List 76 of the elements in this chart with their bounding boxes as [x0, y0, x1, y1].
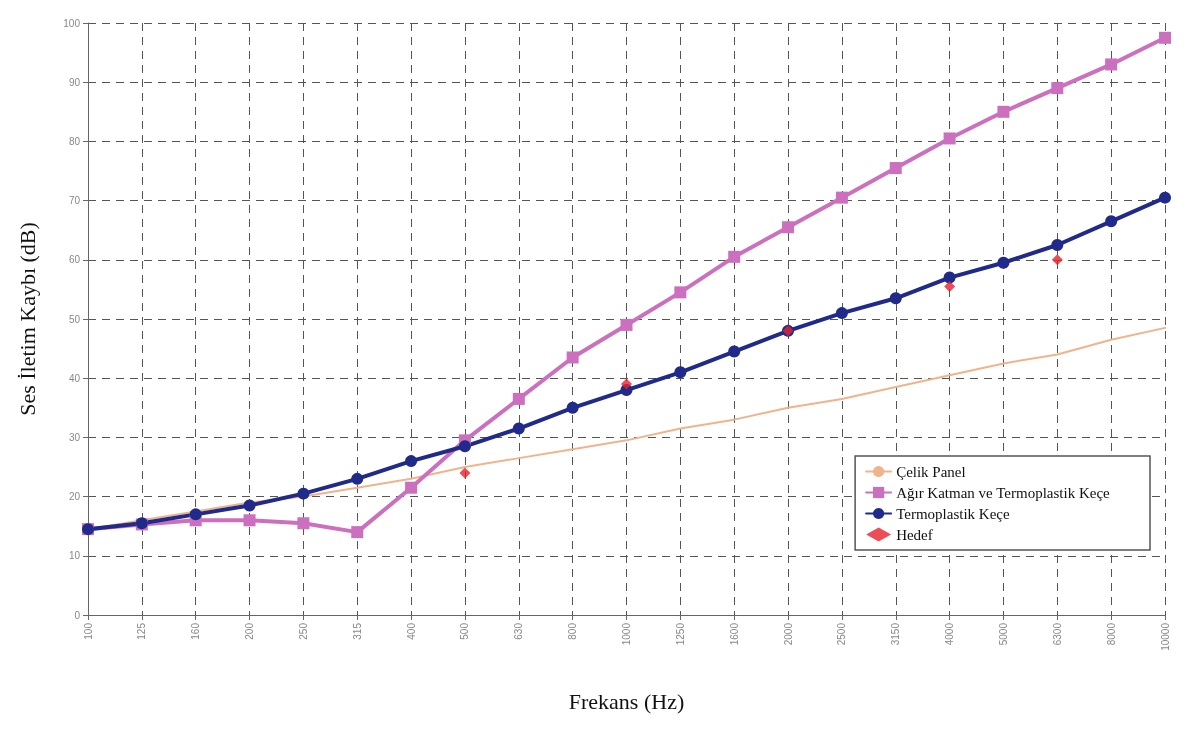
point	[1051, 239, 1064, 251]
point	[512, 422, 525, 435]
point	[405, 481, 418, 494]
y-tick-label: 80	[68, 135, 81, 147]
x-axis-title: Frekans (Hz)	[568, 688, 685, 714]
x-tick-label: 6300	[1051, 622, 1063, 646]
x-tick-label: 1600	[728, 622, 740, 646]
point	[189, 508, 202, 521]
y-tick-label: 30	[68, 431, 81, 443]
point	[1105, 215, 1118, 228]
x-tick-label: 400	[405, 622, 417, 640]
x-tick-label: 4000	[944, 622, 956, 646]
point	[620, 318, 633, 331]
x-tick-label: 2000	[782, 622, 794, 646]
point	[889, 292, 902, 305]
x-tick-label: 500	[459, 622, 471, 640]
x-tick-label: 200	[244, 622, 256, 640]
point	[1051, 254, 1063, 266]
x-tick-label: 125	[136, 622, 148, 640]
point	[674, 366, 687, 379]
y-tick-label: 40	[68, 372, 81, 384]
x-tick-label: 100	[82, 622, 94, 640]
point	[674, 286, 687, 299]
x-tick-label: 315	[351, 622, 363, 640]
point	[835, 191, 848, 204]
point	[943, 132, 956, 145]
legend-label: Ağır Katman ve Termoplastik Keçe	[896, 484, 1111, 501]
x-tick-label: 5000	[997, 622, 1009, 646]
y-tick-label: 100	[63, 17, 81, 29]
x-tick-label: 10000	[1159, 622, 1171, 651]
point	[728, 250, 741, 263]
point	[512, 392, 525, 405]
point	[1105, 58, 1118, 71]
x-tick-label: 1250	[674, 622, 686, 646]
point	[566, 351, 579, 364]
y-tick-label: 20	[68, 491, 81, 503]
point	[243, 499, 256, 512]
x-tick-label: 630	[513, 622, 525, 640]
point	[728, 345, 741, 358]
point	[459, 467, 471, 479]
point	[1159, 31, 1171, 44]
point	[889, 162, 902, 175]
point	[351, 472, 364, 485]
y-tick-label: 50	[68, 313, 81, 325]
point	[566, 401, 579, 414]
y-tick-label: 70	[68, 195, 81, 207]
x-tick-label: 2500	[836, 622, 848, 646]
x-tick-label: 1000	[621, 622, 632, 646]
x-tick-label: 250	[297, 622, 309, 640]
y-tick-label: 60	[68, 254, 81, 266]
legend-label: Çelik Panel	[896, 463, 966, 480]
point	[351, 526, 364, 539]
point	[997, 105, 1010, 118]
y-tick-label: 0	[74, 609, 81, 621]
point	[1051, 82, 1064, 95]
point	[944, 280, 956, 292]
point	[458, 440, 471, 453]
point	[782, 221, 795, 234]
y-tick-label: 90	[68, 76, 81, 88]
point	[243, 514, 256, 527]
point	[835, 307, 848, 320]
point	[1159, 191, 1171, 204]
point	[997, 256, 1010, 269]
point	[621, 378, 632, 390]
x-tick-label: 800	[567, 622, 579, 640]
y-tick-label: 10	[68, 550, 81, 562]
x-tick-label: 8000	[1105, 622, 1117, 646]
y-axis-title: Ses İletim Kaybı (dB)	[14, 222, 40, 416]
x-tick-label: 160	[190, 622, 202, 640]
legend-label: Termoplastik Keçe	[896, 505, 1010, 522]
point	[297, 487, 310, 500]
point	[405, 455, 418, 468]
point	[943, 271, 956, 284]
point	[297, 517, 310, 530]
legend-label: Hedef	[896, 526, 933, 543]
x-tick-label: 3150	[890, 622, 902, 646]
